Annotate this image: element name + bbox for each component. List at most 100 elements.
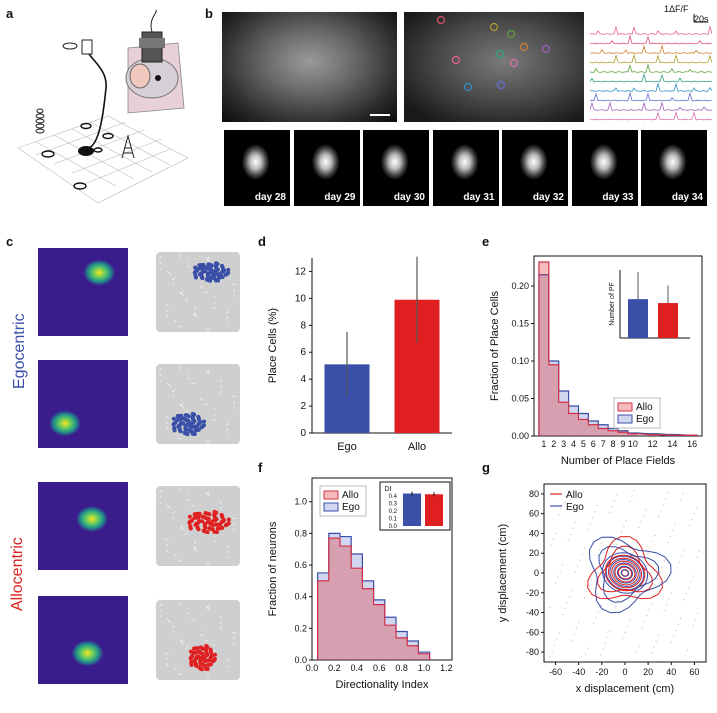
scale-time-label: 20s: [694, 14, 709, 24]
trajectory-segment: [200, 628, 203, 631]
x-tick-label: Allo: [408, 441, 426, 453]
day-label: day 32: [532, 192, 564, 203]
y-tick-label: 80: [529, 489, 539, 499]
inset-bar: [658, 303, 678, 338]
hist-bar-allo: [384, 625, 396, 660]
hist-bar-ego: [558, 391, 569, 436]
trajectory-segment: [226, 556, 229, 559]
scatter-point: [682, 493, 684, 495]
y-tick-label: 0.20: [511, 281, 529, 291]
scatter-point: [645, 509, 647, 511]
trajectory-segment: [180, 524, 184, 530]
hist-bar-allo: [568, 413, 579, 436]
y-tick-label: 0.8: [294, 528, 307, 538]
scatter-point: [558, 513, 560, 516]
scatter-point: [561, 564, 564, 566]
legend-label: Allo: [342, 490, 359, 501]
legend-label: Ego: [566, 502, 584, 513]
trajectory-segment: [203, 639, 209, 642]
trajectory-segment: [177, 437, 183, 440]
trajectory-segment: [177, 325, 183, 328]
trajectory-segment: [193, 545, 197, 551]
scatter-point: [642, 514, 645, 517]
panel-label-e: e: [482, 234, 490, 249]
spike-dot: [209, 263, 214, 268]
panel-label-g: g: [482, 460, 490, 475]
hist-bar-ego: [618, 430, 628, 436]
rate-map: [38, 360, 128, 448]
trajectory-segment: [179, 639, 185, 645]
legend-swatch: [617, 402, 633, 412]
trajectory-area: [156, 252, 240, 332]
trajectory-segment: [226, 670, 229, 673]
trajectory-segment: [159, 267, 162, 270]
trajectory-segment: [159, 379, 162, 382]
y-tick-label: 0.2: [294, 623, 307, 633]
y-tick-label: 60: [529, 509, 539, 519]
panel-label-b: b: [205, 6, 213, 21]
scatter-point: [616, 494, 618, 496]
scatter-point: [698, 550, 700, 552]
trajectory-segment: [158, 603, 163, 608]
trajectory-segment: [205, 605, 211, 611]
y-tick-label: 20: [529, 548, 539, 558]
x-tick-label: 3: [561, 439, 566, 449]
rate-map: [38, 248, 128, 336]
scatter-point: [550, 544, 552, 547]
y-axis-label: Fraction of neurons: [267, 521, 279, 616]
trajectory-segment: [187, 259, 190, 262]
spike-dot: [212, 269, 217, 274]
scatter-point: [685, 593, 688, 595]
scatter-point: [679, 617, 682, 620]
spike-dot: [209, 275, 214, 280]
trajectory-segment: [231, 517, 237, 520]
trajectory-segment: [231, 283, 237, 286]
hist-bar-ego: [608, 428, 618, 436]
scatter-point: [609, 630, 611, 633]
hist-bar-allo: [548, 364, 559, 436]
spike-dot: [220, 515, 225, 520]
trajectory-segment: [158, 367, 163, 372]
scatter-point: [601, 542, 603, 545]
scatter-point: [686, 649, 689, 651]
scatter-point: [638, 645, 640, 647]
scatter-point: [552, 538, 554, 541]
trajectory-area: [156, 600, 240, 680]
calcium-trace: [590, 25, 713, 35]
scatter-point: [597, 610, 600, 613]
trajectory-segment: [192, 546, 198, 552]
hist-bar-allo: [418, 653, 430, 660]
spike-dot: [192, 412, 197, 417]
spike-dot: [191, 417, 196, 422]
inset-y-tick-label: 0.0: [389, 524, 398, 530]
scatter-point: [660, 510, 662, 512]
scatter-point: [564, 607, 566, 610]
day-image: day 32: [502, 130, 568, 206]
x-tick-label: 40: [666, 667, 676, 677]
trajectory-segment: [159, 495, 162, 499]
hist-bar-allo: [558, 402, 569, 436]
x-tick-label: 4: [571, 439, 576, 449]
spike-dot: [196, 515, 201, 520]
scatter-point: [576, 565, 579, 567]
x-tick-label: -20: [595, 667, 608, 677]
legend-swatch: [323, 490, 339, 500]
trajectory-segment: [178, 602, 182, 606]
spike-dot: [194, 646, 199, 651]
scatter-point: [641, 577, 644, 579]
scatter-point: [562, 502, 565, 504]
spike-dot: [189, 421, 194, 426]
trajectory-segment: [180, 290, 184, 296]
y-tick-label: 4: [300, 374, 306, 385]
hist-bar-allo: [618, 432, 628, 436]
scatter-point: [678, 561, 681, 563]
trajectory-segment: [153, 597, 159, 603]
x-tick-label: -40: [572, 667, 585, 677]
trajectory-segment: [184, 409, 189, 414]
hist-bar-ego: [627, 433, 638, 436]
panel-label-d: d: [258, 234, 266, 249]
scatter-point: [662, 504, 664, 506]
scatter-point: [595, 616, 597, 619]
x-tick-label: 0.2: [328, 663, 341, 673]
trajectory-segment: [226, 550, 229, 554]
